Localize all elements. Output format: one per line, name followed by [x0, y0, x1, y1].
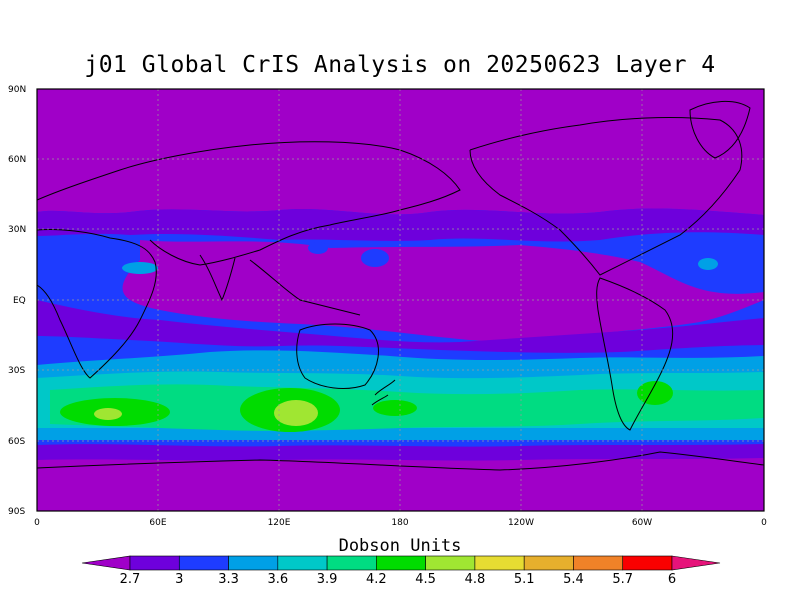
lat-tick: EQ: [13, 296, 26, 306]
lat-tick: 30S: [8, 366, 25, 376]
graticule: [37, 89, 764, 511]
colorbar-low-arrow: [81, 555, 131, 571]
ozone-field: [37, 89, 764, 511]
colorbar-label: 2.7: [120, 572, 141, 587]
colorbar-label: 3.3: [218, 572, 239, 587]
colorbar-swatch: [228, 555, 279, 571]
lat-tick: 30N: [8, 225, 26, 235]
lon-tick: 120E: [268, 518, 291, 528]
longitude-ticks: 0 60E 120E 180 120W 60W 0: [34, 518, 767, 528]
lat-tick: 90N: [8, 85, 26, 95]
colorbar-swatch: [573, 555, 624, 571]
lon-tick: 60W: [632, 518, 652, 528]
lat-tick: 60S: [8, 437, 25, 447]
colorbar-title: Dobson Units: [338, 536, 462, 556]
map-frame: [36, 88, 765, 512]
lat-tick: 60N: [8, 155, 26, 165]
latitude-ticks: 90N 60N 30N EQ 30S 60S 90S: [8, 85, 26, 517]
colorbar-swatch: [425, 555, 476, 571]
colorbar-label: 3.9: [317, 572, 338, 587]
map-title: j01 Global CrIS Analysis on 20250623 Lay…: [84, 52, 716, 78]
colorbar-label: 4.5: [415, 572, 436, 587]
colorbar-swatch: [326, 555, 377, 571]
colorbar-label: 4.8: [465, 572, 486, 587]
lon-tick: 0: [761, 518, 767, 528]
colorbar-swatch: [474, 555, 525, 571]
lon-tick: 0: [34, 518, 40, 528]
colorbar-swatch: [277, 555, 328, 571]
colorbar-swatch: [129, 555, 180, 571]
colorbar-high-arrow: [671, 555, 721, 571]
colorbar-label: 3: [175, 572, 183, 587]
colorbar-label: 3.6: [267, 572, 288, 587]
colorbar-swatch: [376, 555, 426, 571]
colorbar: 2.7 3 3.3 3.6 3.9 4.2 4.5 4.8 5.1 5.4 5.7 6: [81, 555, 721, 587]
colorbar-label: 6: [668, 572, 676, 587]
colorbar-label: 5.1: [514, 572, 535, 587]
colorbar-label: 5.7: [612, 572, 633, 587]
lat-tick: 90S: [8, 507, 25, 517]
colorbar-label: 4.2: [366, 572, 387, 587]
colorbar-label: 5.4: [563, 572, 584, 587]
lon-tick: 180: [391, 518, 408, 528]
colorbar-swatch: [523, 555, 574, 571]
lon-tick: 60E: [149, 518, 166, 528]
colorbar-swatch: [622, 555, 673, 571]
lon-tick: 120W: [508, 518, 534, 528]
colorbar-swatch: [178, 555, 229, 571]
